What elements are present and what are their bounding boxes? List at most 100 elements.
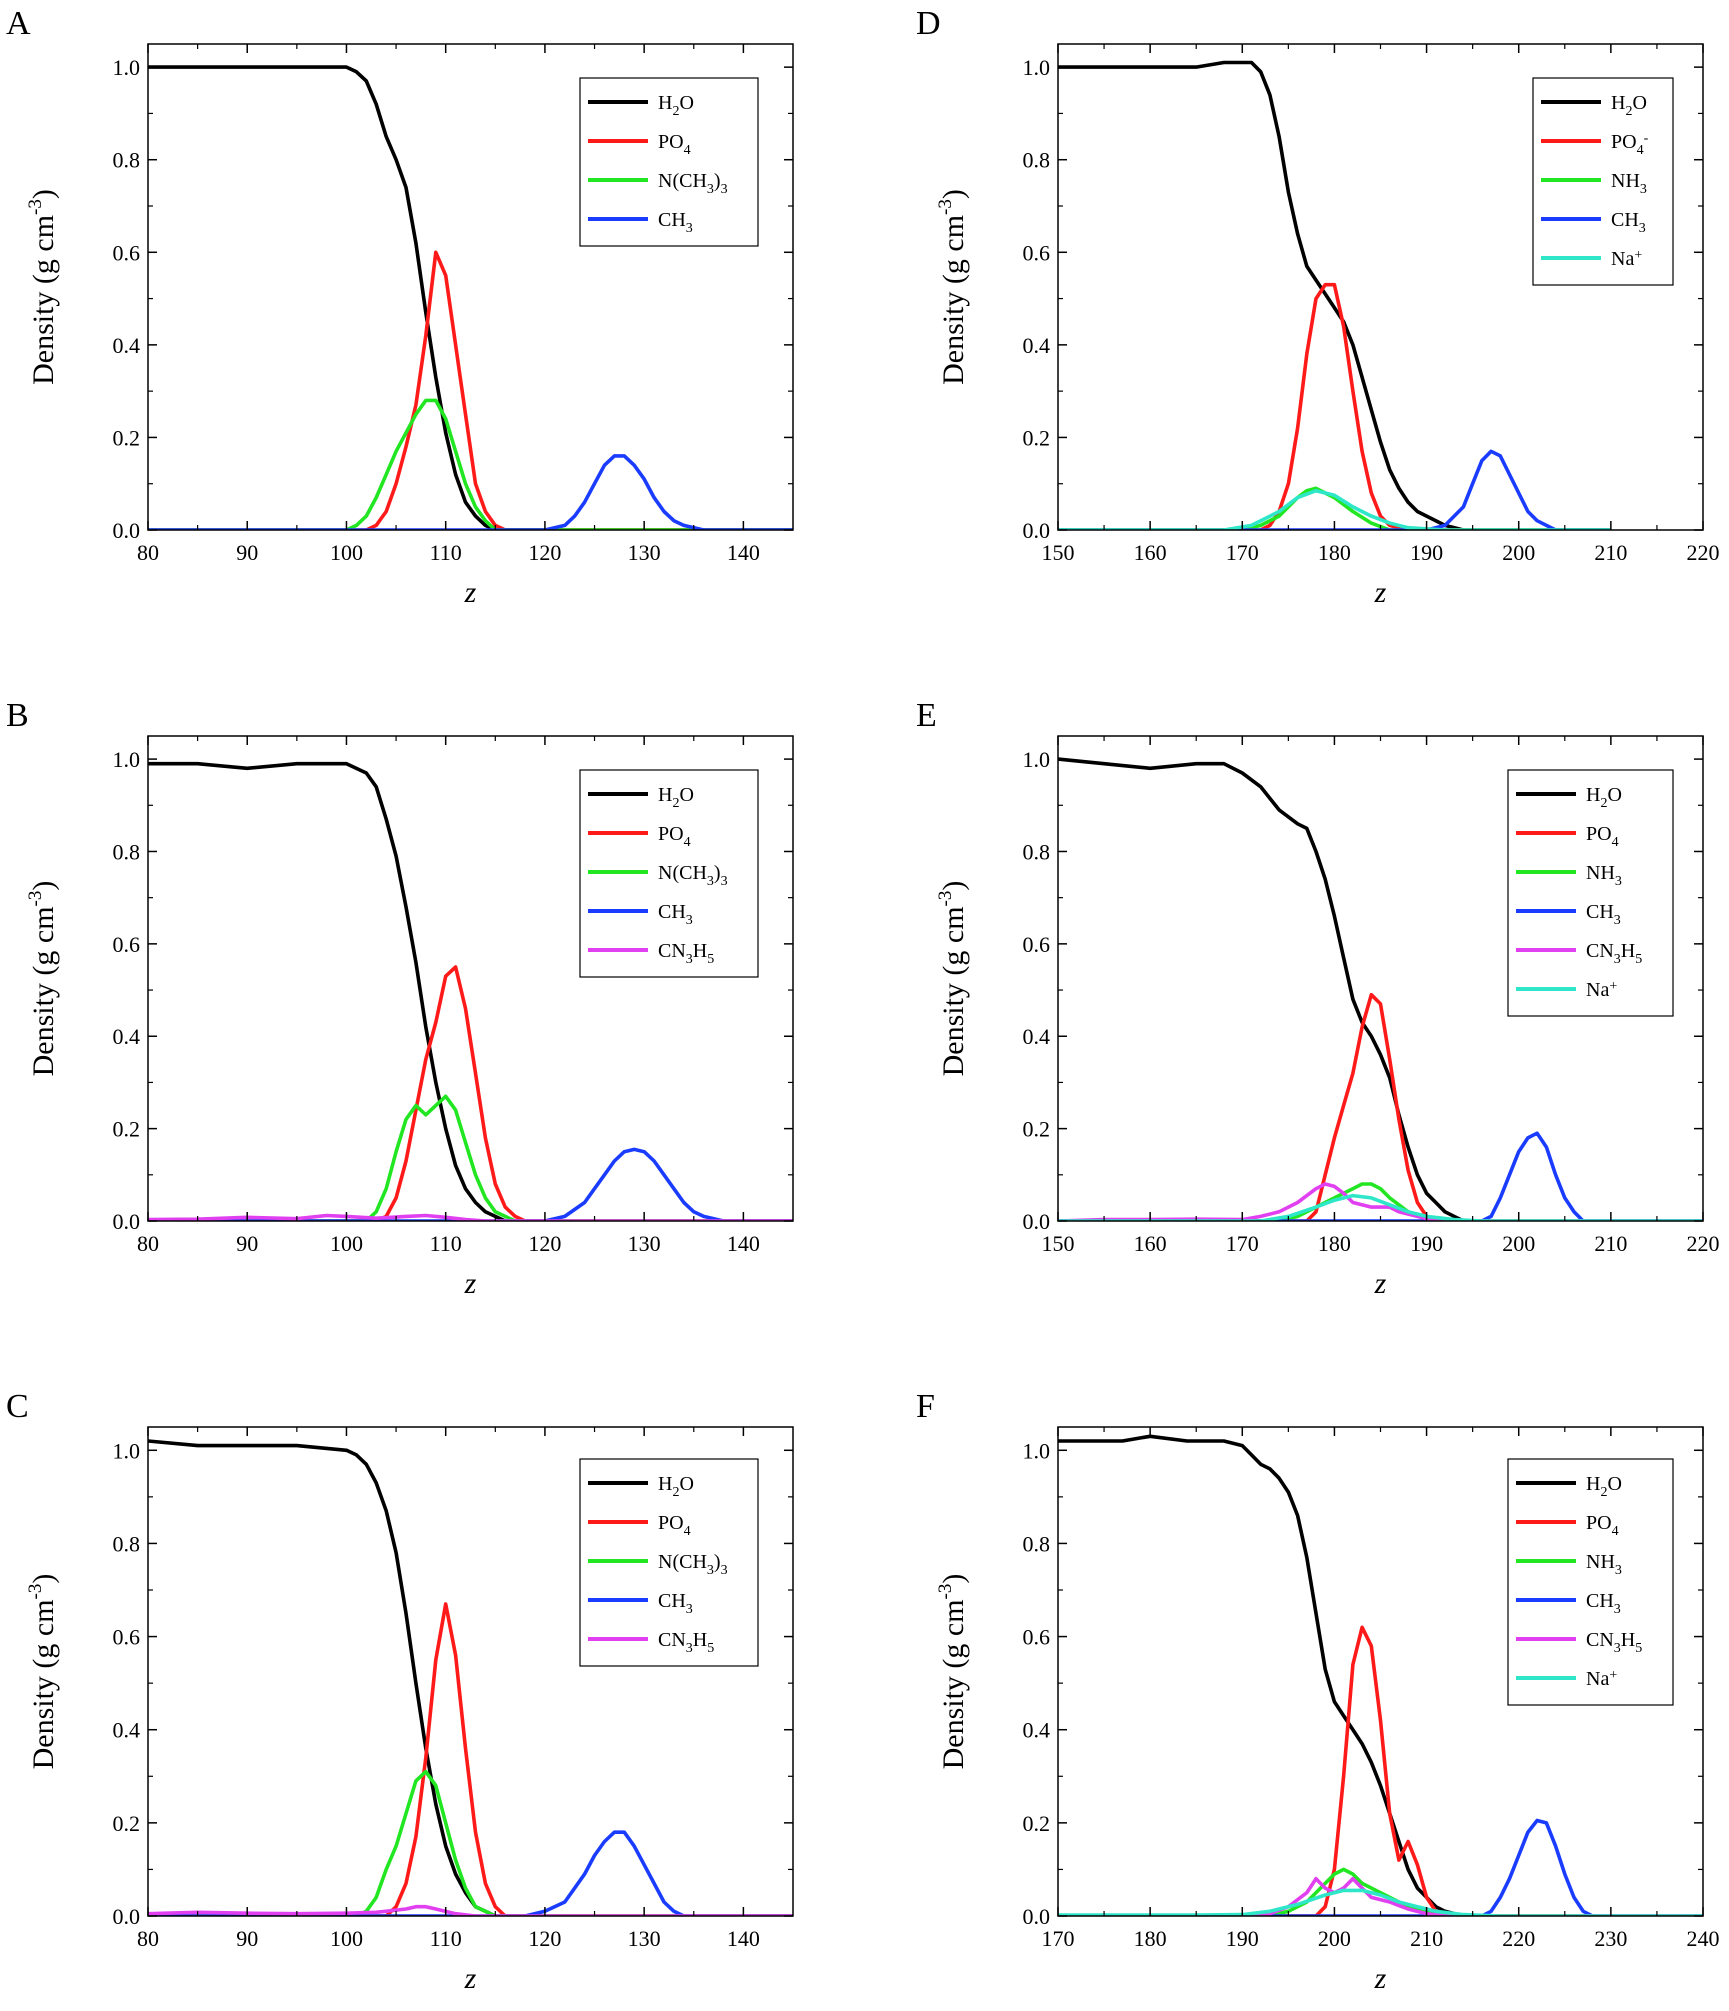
chart-panel-E: E 150 160 170 180 190 200 210 220 0.0 0.2 0.4 0.6 0.8… — [916, 697, 1720, 1300]
y-tick-label: 0.4 — [113, 1024, 141, 1049]
x-tick-label: 170 — [1226, 540, 1259, 565]
y-tick-label: 0.8 — [113, 1531, 141, 1556]
legend-label: NH3 — [1586, 862, 1622, 889]
series-line-po4 — [1058, 1625, 1703, 1916]
series-line-na — [1058, 488, 1611, 530]
y-tick-label: 0.4 — [1023, 1718, 1051, 1743]
x-tick-label: 140 — [727, 1926, 760, 1951]
legend: H2O PO4 NH3 CH3 CN3H5 Na+ — [1507, 1458, 1674, 1706]
y-tick-label: 0.6 — [113, 932, 141, 957]
y-tick-label: 0.8 — [1023, 839, 1051, 864]
x-tick-label: 170 — [1042, 1926, 1075, 1951]
panel-letter: E — [916, 697, 937, 734]
y-tick-label: 0.6 — [1023, 932, 1051, 957]
y-tick-label: 0.6 — [1023, 240, 1051, 265]
x-tick-label: 90 — [236, 1231, 258, 1256]
series-line-nch33 — [148, 1094, 793, 1221]
y-axis-title: Density (g cm-3) — [935, 1574, 970, 1770]
series-line-cn3h5 — [148, 1904, 793, 1916]
legend-label: PO4 — [658, 1512, 691, 1539]
x-tick-label: 180 — [1318, 540, 1351, 565]
legend: H2O PO4- NH3 CH3 Na+ — [1532, 77, 1674, 286]
legend-label: H2O — [1586, 1473, 1622, 1500]
x-tick-label: 80 — [137, 1231, 159, 1256]
panel-letter: D — [916, 5, 941, 42]
y-tick-label: 0.0 — [1023, 1904, 1051, 1929]
x-tick-label: 180 — [1318, 1231, 1351, 1256]
series-group — [1058, 60, 1611, 530]
legend-label: CN3H5 — [658, 1629, 714, 1656]
series-line-ch3 — [1058, 1818, 1703, 1916]
legend-label: NH3 — [1611, 170, 1647, 197]
series-line-ch3 — [148, 1830, 793, 1916]
legend-label: H2O — [1611, 92, 1647, 119]
x-axis-title: z — [1374, 576, 1387, 609]
legend-label: CH3 — [1586, 901, 1621, 928]
legend-label: H2O — [1586, 784, 1622, 811]
series-line-na — [1058, 1888, 1703, 1916]
legend-label: CN3H5 — [1586, 940, 1642, 967]
x-tick-label: 220 — [1502, 1926, 1535, 1951]
y-tick-label: 0.2 — [1023, 1811, 1051, 1836]
y-tick-label: 0.0 — [113, 1904, 141, 1929]
x-tick-label: 160 — [1134, 1231, 1167, 1256]
x-tick-label: 120 — [528, 1926, 561, 1951]
series-line-h2o — [148, 65, 793, 530]
x-tick-label: 100 — [330, 1231, 363, 1256]
chart-panel-B: B 80 90 100 110 120 130 140 0.0 0.2 0.4 0.6 0.8 1.0 z D… — [6, 697, 794, 1300]
y-tick-label: 0.0 — [1023, 518, 1051, 543]
y-tick-label: 0.0 — [113, 518, 141, 543]
series-group — [148, 1439, 793, 1916]
y-tick-label: 1.0 — [1023, 55, 1051, 80]
legend-label: CH3 — [1586, 1590, 1621, 1617]
plot-frame — [147, 1426, 794, 1917]
x-tick-label: 140 — [727, 1231, 760, 1256]
x-tick-label: 120 — [528, 540, 561, 565]
series-line-h2o — [1058, 60, 1611, 530]
y-tick-label: 0.4 — [113, 333, 141, 358]
x-tick-label: 220 — [1687, 540, 1720, 565]
panel-letter: F — [916, 1388, 935, 1425]
legend-label: H2O — [658, 784, 694, 811]
y-tick-label: 0.6 — [1023, 1625, 1051, 1650]
y-tick-label: 1.0 — [113, 1438, 141, 1463]
legend-label: NH3 — [1586, 1551, 1622, 1578]
legend-label: Na+ — [1586, 1668, 1617, 1690]
y-tick-label: 0.0 — [1023, 1209, 1051, 1234]
x-axis-title: z — [1374, 1267, 1387, 1300]
x-tick-label: 160 — [1134, 540, 1167, 565]
y-tick-label: 1.0 — [1023, 1438, 1051, 1463]
series-line-ch3 — [148, 454, 793, 530]
x-tick-label: 200 — [1502, 540, 1535, 565]
legend-label: CN3H5 — [1586, 1629, 1642, 1656]
y-tick-label: 1.0 — [1023, 747, 1051, 772]
x-tick-label: 210 — [1594, 1231, 1627, 1256]
legend-label: PO4- — [1611, 131, 1649, 158]
y-tick-label: 0.0 — [113, 1209, 141, 1234]
x-tick-label: 140 — [727, 540, 760, 565]
x-tick-label: 230 — [1594, 1926, 1627, 1951]
x-tick-label: 130 — [628, 1926, 661, 1951]
x-tick-label: 150 — [1042, 1231, 1075, 1256]
legend-label: PO4 — [1586, 823, 1619, 850]
x-tick-label: 110 — [430, 540, 462, 565]
x-tick-label: 190 — [1410, 1231, 1443, 1256]
x-tick-label: 240 — [1687, 1926, 1720, 1951]
y-tick-label: 0.4 — [1023, 1024, 1051, 1049]
series-line-po4 — [148, 965, 793, 1221]
legend-label: Na+ — [1611, 248, 1642, 270]
series-group — [1058, 1434, 1703, 1916]
legend-label: CH3 — [1611, 209, 1646, 236]
legend-label: CH3 — [658, 1590, 693, 1617]
legend: H2O PO4 N(CH3)3 CH3 — [579, 77, 759, 247]
y-tick-label: 0.8 — [113, 148, 141, 173]
y-tick-label: 0.6 — [113, 1625, 141, 1650]
legend-label: N(CH3)3 — [658, 170, 728, 197]
y-axis-title: Density (g cm-3) — [25, 1574, 60, 1770]
x-axis-title: z — [464, 1962, 477, 1995]
x-axis-title: z — [464, 576, 477, 609]
y-axis-title: Density (g cm-3) — [25, 881, 60, 1077]
x-tick-label: 130 — [628, 540, 661, 565]
x-axis-title: z — [1374, 1962, 1387, 1995]
